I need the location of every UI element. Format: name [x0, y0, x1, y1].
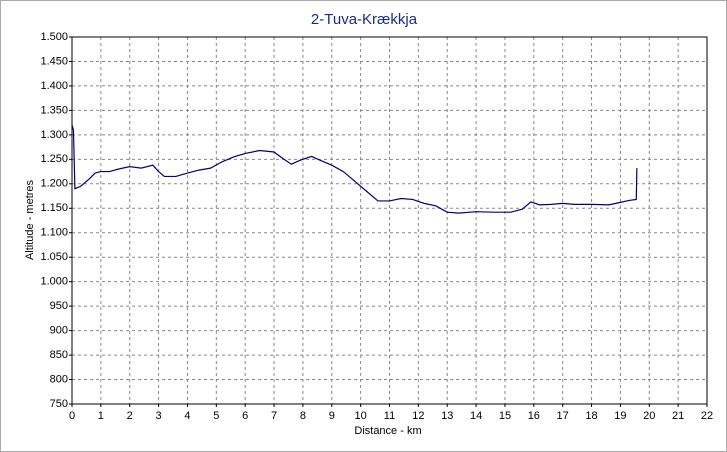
y-tick-label: 1.100 [40, 227, 68, 239]
y-tick-label: 950 [50, 300, 68, 312]
x-tick-label: 3 [156, 410, 162, 422]
y-tick-label: 750 [50, 398, 68, 410]
x-tick-label: 8 [300, 410, 306, 422]
x-tick-label: 16 [528, 410, 540, 422]
x-tick-label: 20 [643, 410, 655, 422]
x-tick-label: 1 [98, 410, 104, 422]
y-tick-label: 1.300 [40, 129, 68, 141]
y-tick-label: 1.400 [40, 80, 68, 92]
x-tick-label: 10 [355, 410, 367, 422]
x-tick-label: 9 [329, 410, 335, 422]
y-tick-label: 800 [50, 373, 68, 385]
x-axis-label: Distance - km [354, 425, 421, 437]
y-tick-label: 1.000 [40, 276, 68, 288]
plot-border [71, 36, 708, 405]
x-tick-label: 15 [499, 410, 511, 422]
y-tick-label: 900 [50, 325, 68, 337]
x-tick-label: 6 [242, 410, 248, 422]
y-tick-label: 1.350 [40, 104, 68, 116]
x-tick-label: 13 [441, 410, 453, 422]
y-tick-label: 1.500 [40, 31, 68, 43]
y-tick-label: 850 [50, 349, 68, 361]
x-tick-label: 11 [384, 410, 395, 422]
x-tick-label: 0 [69, 410, 75, 422]
x-tick-label: 2 [127, 410, 133, 422]
y-tick-label: 1.050 [40, 251, 68, 263]
data-line [71, 124, 638, 214]
x-tick-label: 17 [557, 410, 569, 422]
y-tick-label: 1.150 [40, 202, 68, 214]
x-tick-label: 7 [271, 410, 277, 422]
x-tick-label: 21 [672, 410, 684, 422]
x-tick-label: 22 [701, 410, 713, 422]
y-tick-label: 1.250 [40, 153, 68, 165]
x-tick-label: 18 [585, 410, 597, 422]
y-tick-label: 1.450 [40, 55, 68, 67]
x-tick-label: 14 [470, 410, 482, 422]
x-tick-label: 19 [614, 410, 626, 422]
x-tick-label: 4 [184, 410, 190, 422]
y-axis-label: Altitude - metres [24, 179, 36, 260]
y-tick-label: 1.200 [40, 178, 68, 190]
x-tick-label: 5 [213, 410, 219, 422]
chart-title: 2-Tuva-Krækkja [311, 11, 418, 28]
x-tick-label: 12 [412, 410, 424, 422]
